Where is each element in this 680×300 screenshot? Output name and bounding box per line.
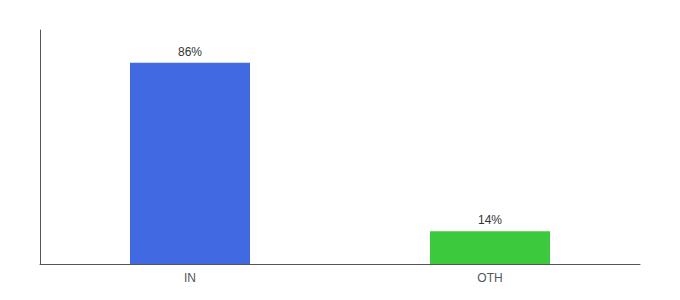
svg-text:86%: 86% [178,45,202,59]
svg-text:IN: IN [184,271,196,285]
svg-text:14%: 14% [478,213,502,227]
svg-text:OTH: OTH [477,271,502,285]
